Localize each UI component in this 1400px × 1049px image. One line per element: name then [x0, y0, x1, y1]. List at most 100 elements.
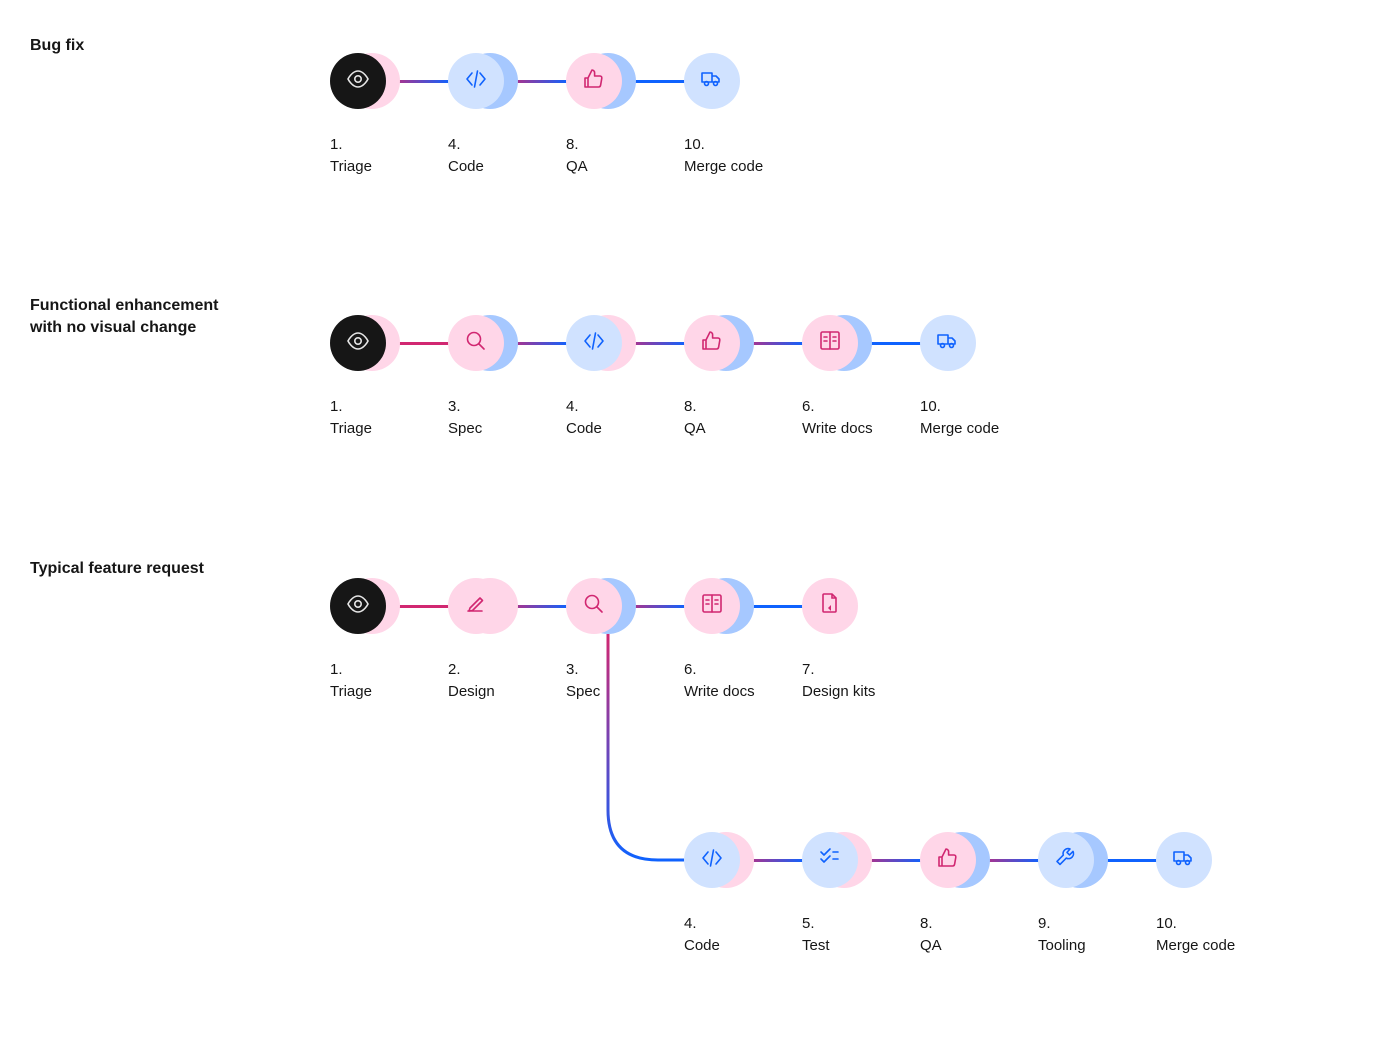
node-wrench [1038, 832, 1094, 888]
step-text: Test [802, 936, 830, 956]
step-number: 2. [448, 660, 495, 680]
flow-title-functional: Functional enhancement with no visual ch… [30, 295, 230, 338]
step-number: 6. [802, 397, 873, 417]
step-number: 4. [566, 397, 602, 417]
step-number: 1. [330, 397, 372, 417]
step-number: 1. [330, 135, 372, 155]
flow-title-bugfix: Bug fix [30, 35, 84, 57]
check-icon [817, 845, 843, 876]
step-label: 6.Write docs [684, 660, 755, 703]
node-code [448, 53, 504, 109]
step-text: QA [684, 419, 706, 439]
step-number: 8. [684, 397, 706, 417]
node-search [448, 315, 504, 371]
search-icon [581, 591, 607, 622]
node-pencil [448, 578, 504, 634]
node-file [802, 578, 858, 634]
node-check [802, 832, 858, 888]
step-number: 1. [330, 660, 372, 680]
eye-icon [345, 591, 371, 622]
node-truck [1156, 832, 1212, 888]
thumb-icon [581, 66, 607, 97]
step-label: 3.Spec [566, 660, 600, 703]
step-number: 8. [566, 135, 588, 155]
step-number: 4. [448, 135, 484, 155]
step-number: 5. [802, 914, 830, 934]
step-label: 10.Merge code [1156, 914, 1235, 957]
step-number: 7. [802, 660, 875, 680]
step-text: Merge code [920, 419, 999, 439]
node-code [684, 832, 740, 888]
step-number: 10. [1156, 914, 1235, 934]
truck-icon [1171, 845, 1197, 876]
step-text: Triage [330, 157, 372, 177]
step-label: 8.QA [920, 914, 942, 957]
step-number: 10. [684, 135, 763, 155]
node-thumb [684, 315, 740, 371]
step-number: 3. [448, 397, 482, 417]
step-text: Code [448, 157, 484, 177]
step-text: Spec [566, 682, 600, 702]
step-number: 4. [684, 914, 720, 934]
step-number: 10. [920, 397, 999, 417]
code-icon [463, 66, 489, 97]
step-text: Code [684, 936, 720, 956]
book-icon [817, 328, 843, 359]
step-text: Merge code [1156, 936, 1235, 956]
node-thumb [566, 53, 622, 109]
step-text: Write docs [802, 419, 873, 439]
eye-icon [345, 328, 371, 359]
truck-icon [935, 328, 961, 359]
step-label: 9.Tooling [1038, 914, 1086, 957]
thumb-icon [699, 328, 725, 359]
eye-icon [345, 66, 371, 97]
step-label: 5.Test [802, 914, 830, 957]
file-icon [817, 591, 843, 622]
step-label: 4.Code [566, 397, 602, 440]
node-eye [330, 578, 386, 634]
wrench-icon [1053, 845, 1079, 876]
step-text: Merge code [684, 157, 763, 177]
node-truck [920, 315, 976, 371]
node-truck [684, 53, 740, 109]
step-text: Write docs [684, 682, 755, 702]
step-label: 1.Triage [330, 397, 372, 440]
flow-title-typical: Typical feature request [30, 558, 204, 580]
step-label: 1.Triage [330, 660, 372, 703]
step-label: 4.Code [684, 914, 720, 957]
step-number: 9. [1038, 914, 1086, 934]
step-text: QA [566, 157, 588, 177]
step-label: 10.Merge code [684, 135, 763, 178]
step-text: Code [566, 419, 602, 439]
book-icon [699, 591, 725, 622]
node-search [566, 578, 622, 634]
step-number: 6. [684, 660, 755, 680]
step-label: 3.Spec [448, 397, 482, 440]
step-label: 1.Triage [330, 135, 372, 178]
thumb-icon [935, 845, 961, 876]
step-label: 4.Code [448, 135, 484, 178]
step-text: Triage [330, 419, 372, 439]
node-eye [330, 53, 386, 109]
code-icon [581, 328, 607, 359]
step-number: 3. [566, 660, 600, 680]
step-text: Spec [448, 419, 482, 439]
node-eye [330, 315, 386, 371]
step-label: 2.Design [448, 660, 495, 703]
step-label: 6.Write docs [802, 397, 873, 440]
step-text: Design kits [802, 682, 875, 702]
step-text: Design [448, 682, 495, 702]
step-label: 7.Design kits [802, 660, 875, 703]
node-book [684, 578, 740, 634]
node-code [566, 315, 622, 371]
step-label: 10.Merge code [920, 397, 999, 440]
step-text: Triage [330, 682, 372, 702]
node-thumb [920, 832, 976, 888]
search-icon [463, 328, 489, 359]
step-text: Tooling [1038, 936, 1086, 956]
code-icon [699, 845, 725, 876]
step-label: 8.QA [684, 397, 706, 440]
step-text: QA [920, 936, 942, 956]
node-book [802, 315, 858, 371]
step-number: 8. [920, 914, 942, 934]
